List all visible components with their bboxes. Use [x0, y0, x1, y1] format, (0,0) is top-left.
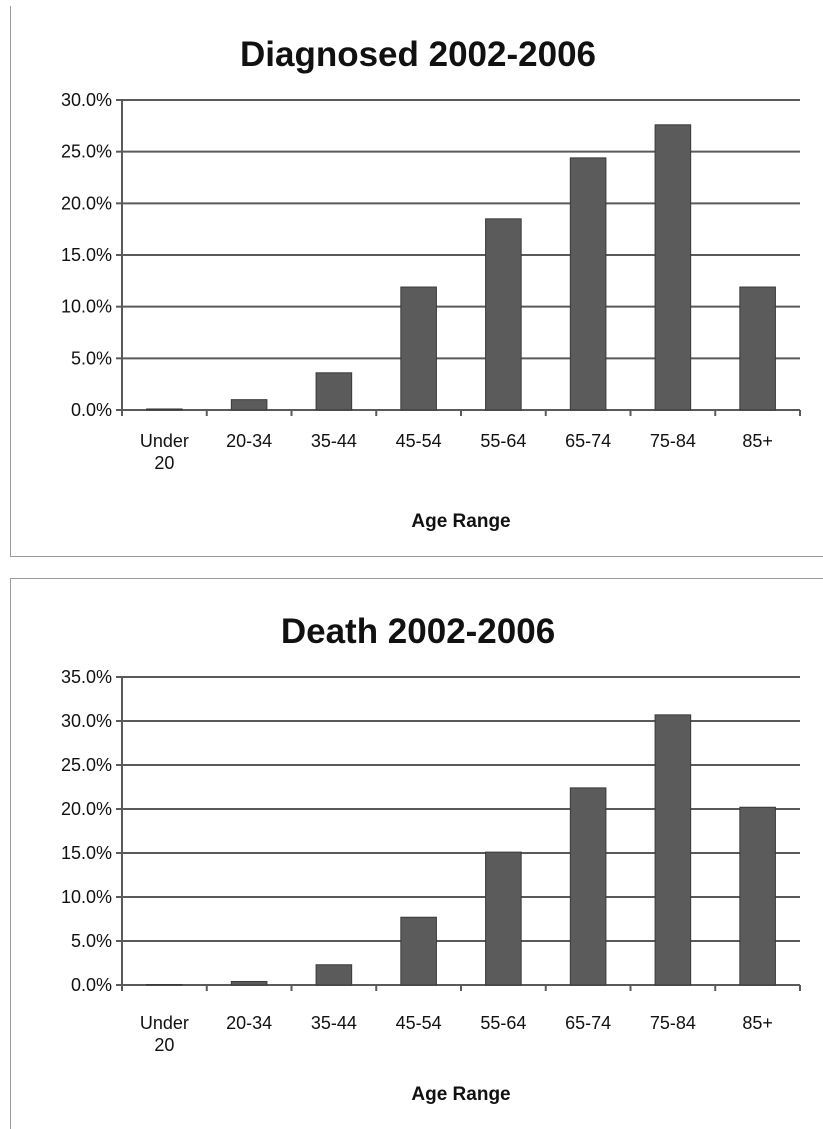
diagnosed-x-tick-label: 65-74	[565, 431, 611, 451]
diagnosed-x-tick-label: Under	[140, 431, 189, 451]
death-y-tick-label: 35.0%	[61, 667, 112, 687]
death-bar	[400, 916, 437, 986]
death-x-tick-label: 35-44	[311, 1013, 357, 1033]
diagnosed-x-tick-label: 20	[154, 453, 174, 473]
death-chart-title: Death 2002-2006	[281, 612, 555, 651]
death-y-tick-label: 20.0%	[61, 799, 112, 819]
diagnosed-y-tick-label: 10.0%	[61, 297, 112, 317]
diagnosed-x-tick-label: 45-54	[396, 431, 442, 451]
diagnosed-chart: Diagnosed 2002-2006 0.0% 5.0% 10.0% 15.0% 20.…	[61, 35, 801, 532]
diagnosed-y-tick-label: 5.0%	[71, 348, 112, 368]
diagnosed-x-tick-label: 75-84	[650, 431, 696, 451]
death-x-tick-label: 20	[154, 1035, 174, 1055]
diagnosed-chart-title: Diagnosed 2002-2006	[240, 35, 596, 74]
death-x-tick-label: 65-74	[565, 1013, 611, 1033]
death-y-tick-label: 0.0%	[71, 975, 112, 995]
death-y-tick-label: 30.0%	[61, 711, 112, 731]
death-bar	[654, 714, 692, 986]
diagnosed-bar	[230, 399, 268, 411]
death-bar	[315, 964, 353, 986]
diagnosed-y-tick-label: 0.0%	[71, 400, 112, 420]
death-y-tick-label: 25.0%	[61, 755, 112, 775]
diagnosed-bar	[146, 408, 183, 411]
diagnosed-x-axis-title: Age Range	[411, 511, 510, 532]
diagnosed-y-tick-label: 30.0%	[61, 90, 112, 110]
death-x-tick-label: 55-64	[480, 1013, 526, 1033]
death-y-tick-label: 5.0%	[71, 931, 112, 951]
death-bar	[569, 787, 607, 986]
diagnosed-bar	[569, 157, 607, 411]
death-x-tick-label: 75-84	[650, 1013, 696, 1033]
diagnosed-bar	[485, 218, 522, 411]
diagnosed-x-tick-label: 55-64	[480, 431, 526, 451]
diagnosed-x-tick-label: 20-34	[226, 431, 272, 451]
diagnosed-bar	[315, 372, 353, 411]
death-bar	[739, 806, 776, 986]
death-bar	[230, 980, 268, 986]
diagnosed-y-tick-label: 20.0%	[61, 193, 112, 213]
death-bar	[146, 984, 183, 986]
diagnosed-bar	[739, 286, 776, 411]
death-x-tick-label: Under	[140, 1013, 189, 1033]
death-y-tick-label: 10.0%	[61, 887, 112, 907]
diagnosed-bar	[654, 124, 692, 411]
diagnosed-bar	[400, 286, 437, 411]
death-x-tick-label: 45-54	[396, 1013, 442, 1033]
death-x-axis-title: Age Range	[411, 1084, 510, 1105]
diagnosed-y-tick-label: 25.0%	[61, 142, 112, 162]
diagnosed-x-tick-label: 35-44	[311, 431, 357, 451]
death-x-tick-label: 20-34	[226, 1013, 272, 1033]
death-chart: Death 2002-2006 0.0% 5.0% 10.0% 15.0% 20.0% 25…	[61, 612, 801, 1105]
death-x-tick-label: 85+	[742, 1013, 773, 1033]
diagnosed-x-tick-label: 85+	[742, 431, 773, 451]
death-y-tick-label: 15.0%	[61, 843, 112, 863]
diagnosed-y-tick-label: 15.0%	[61, 245, 112, 265]
death-bar	[485, 851, 522, 986]
